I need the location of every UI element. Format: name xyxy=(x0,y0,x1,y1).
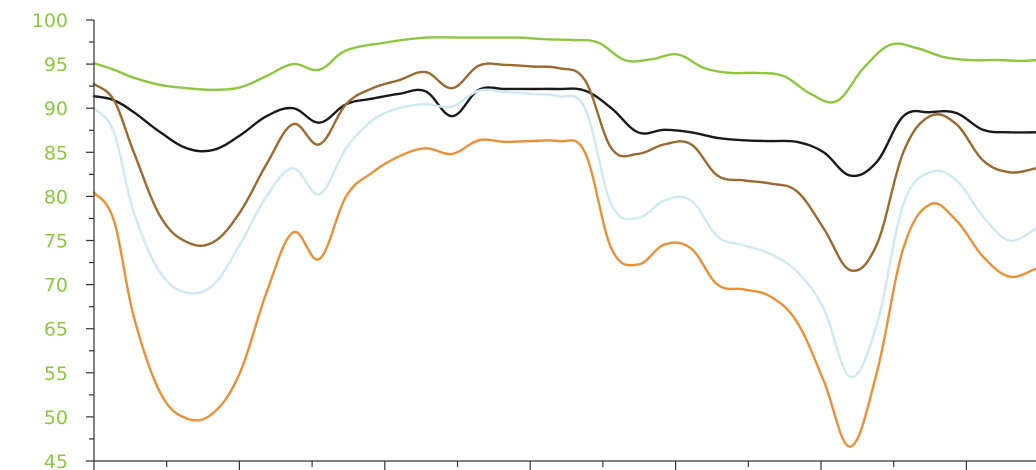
series-line-3 xyxy=(92,62,1036,272)
x-axis xyxy=(93,460,1036,470)
series-line-5 xyxy=(92,138,1036,448)
y-axis: 45 50 55 65 70 75 80 85 90 95 100 xyxy=(32,10,95,470)
y-tick-label: 75 xyxy=(44,231,68,253)
y-tick-label: 50 xyxy=(44,407,68,429)
y-tick-label: 100 xyxy=(32,10,68,32)
y-tick-label: 65 xyxy=(44,319,68,341)
y-tick-label: 95 xyxy=(44,54,68,76)
series-line-2 xyxy=(92,86,1036,178)
y-tick-label: 85 xyxy=(44,142,68,164)
y-tick-label: 55 xyxy=(44,363,68,385)
y-tick-label: 70 xyxy=(44,275,68,297)
series-layer xyxy=(92,36,1036,448)
series-line-1 xyxy=(92,36,1036,104)
series-line-4 xyxy=(92,88,1036,379)
y-tick-label: 45 xyxy=(44,451,68,470)
y-tick-label: 80 xyxy=(44,186,68,208)
y-tick-label: 90 xyxy=(44,98,68,120)
